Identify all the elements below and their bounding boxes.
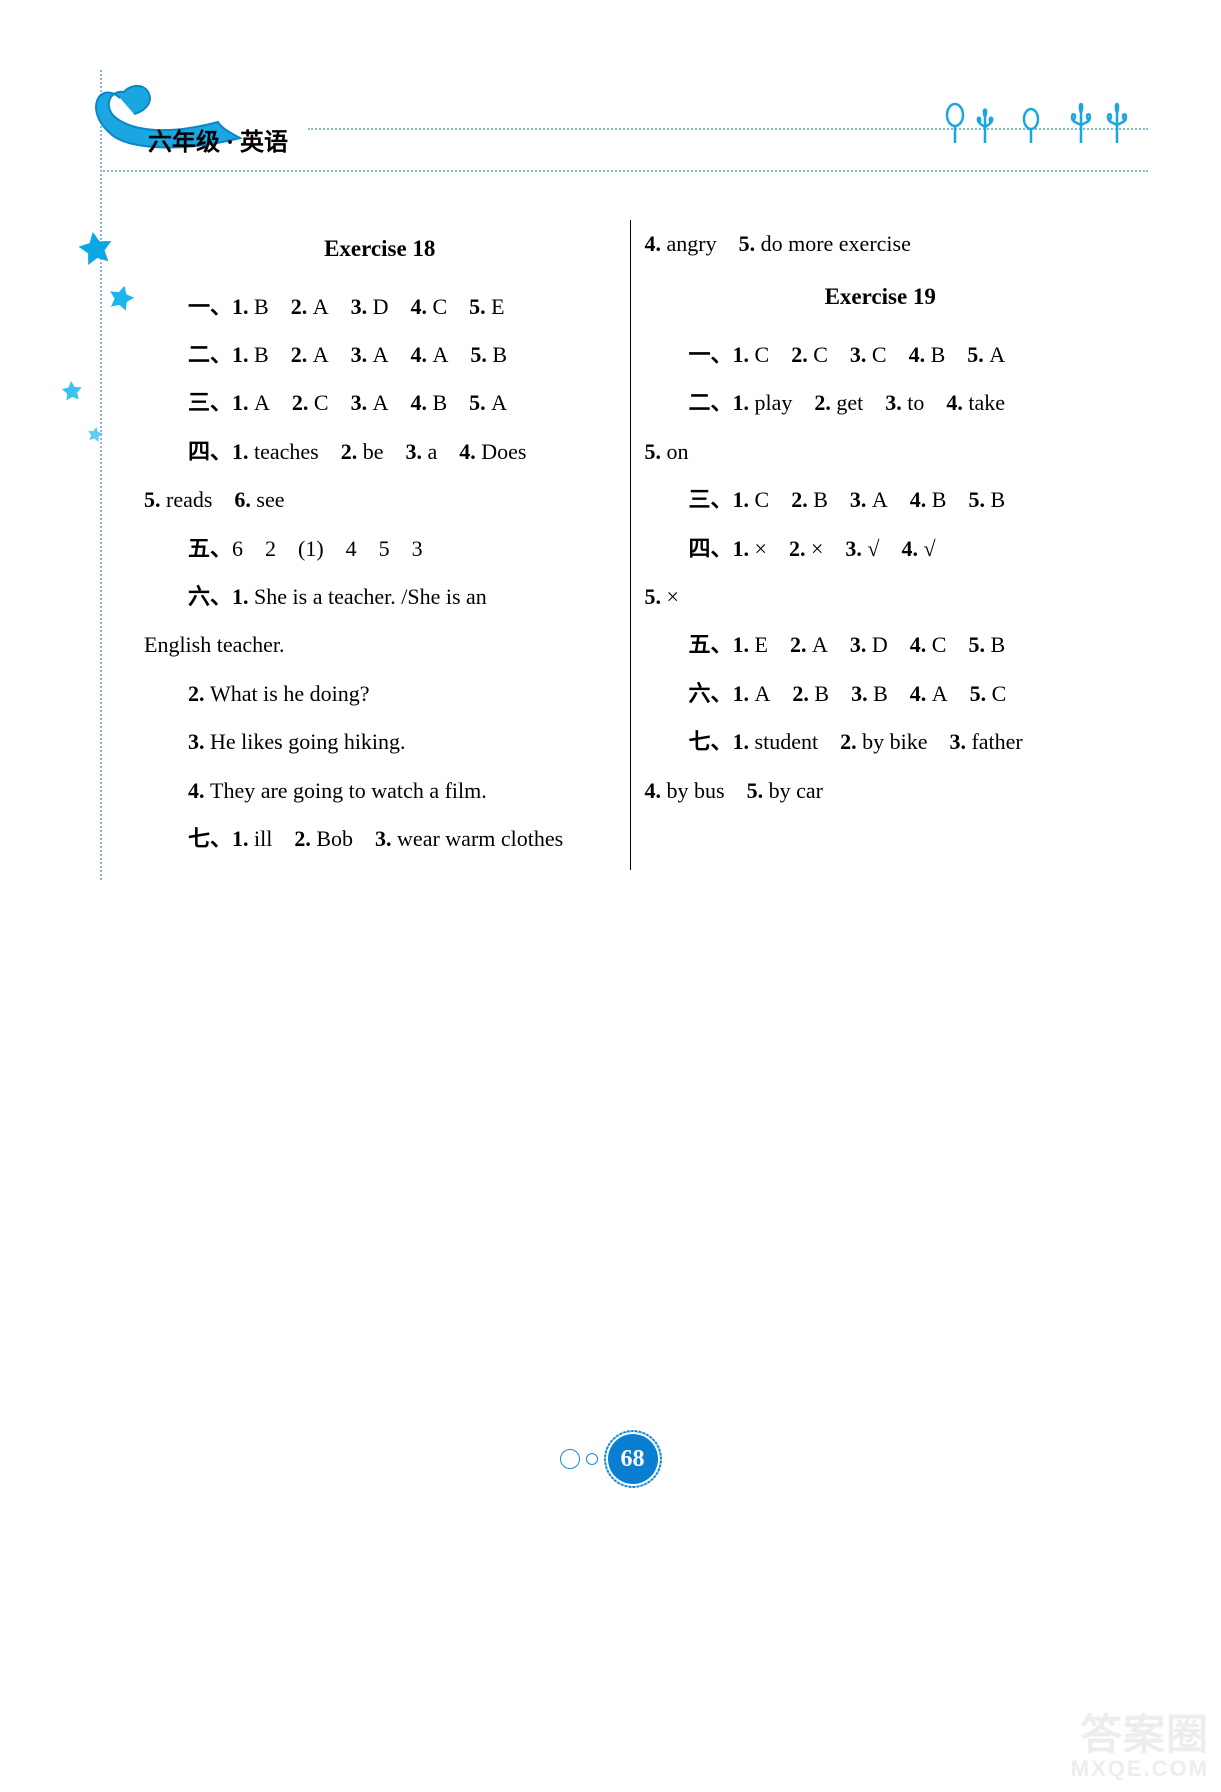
answer-line: 4. angry 5. do more exercise [645,220,1117,268]
answer-line: English teacher. [144,621,616,669]
answer-line: 四、1. teaches 2. be 3. a 4. Does [144,428,616,476]
vertical-dotted-line [100,70,102,880]
answer-line: 二、1. play 2. get 3. to 4. take [645,379,1117,427]
answer-line: 5. reads 6. see [144,476,616,524]
content-area: Exercise 18一、1. B 2. A 3. D 4. C 5. E二、1… [130,220,1130,870]
answer-line: 5. on [645,428,1117,476]
answer-line: 一、1. B 2. A 3. D 4. C 5. E [144,283,616,331]
star-icon [73,227,119,273]
header-badge-text: 六年级 · 英语 [148,122,288,157]
answer-line: 六、1. She is a teacher. /She is an [144,573,616,621]
header-dots-bottom [100,170,1148,172]
page-number-badge: 68 [0,1430,1221,1488]
watermark-line1: 答案圈 [1071,1701,1209,1762]
answer-line: 三、1. A 2. C 3. A 4. B 5. A [144,379,616,427]
star-icon [85,425,106,446]
page-circle-small [586,1453,598,1465]
answer-line: 4. They are going to watch a film. [144,767,616,815]
left-column: Exercise 18 一、1. B 2. A 3. D 4. C 5. E二、1… [130,220,631,870]
answer-line: 5. × [645,573,1117,621]
answer-line: 四、1. × 2. × 3. √ 4. √ [645,525,1117,573]
answer-line: 五、6 2 (1) 4 5 3 [144,525,616,573]
exercise-title: Exercise 19 [645,272,1117,323]
watermark-line2: MXQE.COM [1071,1756,1209,1782]
answer-line: 七、1. student 2. by bike 3. father [645,718,1117,766]
page-number: 68 [604,1430,662,1488]
answer-line: 二、1. B 2. A 3. A 4. A 5. B [144,331,616,379]
answer-line: 3. He likes going hiking. [144,718,616,766]
watermark: 答案圈 MXQE.COM [1071,1701,1209,1782]
star-icon [59,379,85,405]
answer-line: 六、1. A 2. B 3. B 4. A 5. C [645,670,1117,718]
page-circle-large [560,1449,580,1469]
answer-line: 七、1. ill 2. Bob 3. wear warm clothes [144,815,616,863]
answer-line: 五、1. E 2. A 3. D 4. C 5. B [645,621,1117,669]
answer-line: 一、1. C 2. C 3. C 4. B 5. A [645,331,1117,379]
right-column: 4. angry 5. do more exerciseExercise 19 一… [631,220,1131,870]
answer-line: 4. by bus 5. by car [645,767,1117,815]
answer-line: 2. What is he doing? [144,670,616,718]
answer-line: 三、1. C 2. B 3. A 4. B 5. B [645,476,1117,524]
exercise-title: Exercise 18 [144,224,616,275]
header-plants-icon [941,95,1141,150]
